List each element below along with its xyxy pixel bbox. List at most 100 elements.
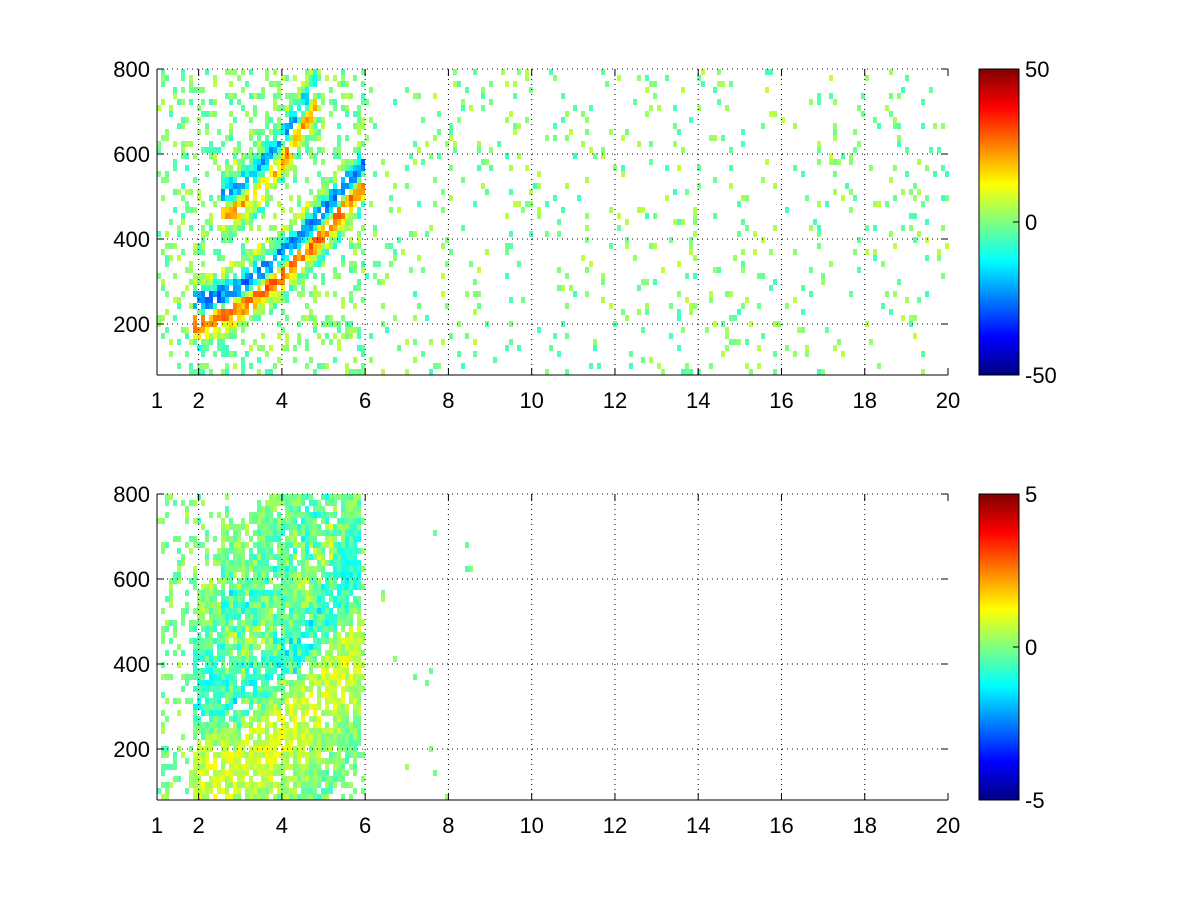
heatmap-cell — [201, 686, 205, 692]
heatmap-cell — [337, 710, 341, 716]
heatmap-cell — [253, 249, 257, 255]
heatmap-cell — [305, 75, 309, 81]
heatmap-cell — [201, 339, 205, 345]
heatmap-cell — [313, 255, 317, 261]
heatmap-cell — [333, 177, 337, 183]
heatmap-cell — [217, 195, 221, 201]
heatmap-cell — [209, 273, 213, 279]
heatmap-cell — [341, 195, 345, 201]
heatmap-cell — [457, 81, 461, 87]
heatmap-cell — [353, 213, 357, 219]
heatmap-cell — [349, 171, 353, 177]
heatmap-cell — [441, 291, 445, 297]
heatmap-cell — [225, 626, 229, 632]
heatmap-cell — [693, 219, 697, 225]
heatmap-cell — [313, 512, 317, 518]
heatmap-cell — [805, 345, 809, 351]
heatmap-cell — [305, 177, 309, 183]
heatmap-cell — [301, 315, 305, 321]
heatmap-cell — [741, 261, 745, 267]
heatmap-cell — [493, 357, 497, 363]
heatmap-cell — [213, 662, 217, 668]
heatmap-cell — [301, 752, 305, 758]
heatmap-cell — [361, 261, 365, 267]
heatmap-cell — [313, 626, 317, 632]
heatmap-cell — [217, 788, 221, 794]
heatmap-cell — [281, 327, 285, 333]
heatmap-cell — [161, 608, 165, 614]
heatmap-cell — [925, 255, 929, 261]
heatmap-cell — [225, 614, 229, 620]
heatmap-cell — [241, 309, 245, 315]
heatmap-cell — [189, 626, 193, 632]
heatmap-cell — [229, 740, 233, 746]
heatmap-cell — [249, 261, 253, 267]
heatmap-cell — [237, 728, 241, 734]
heatmap-cell — [257, 716, 261, 722]
heatmap-cell — [261, 794, 265, 800]
heatmap-cell — [205, 692, 209, 698]
heatmap-cell — [581, 111, 585, 117]
heatmap-cell — [261, 566, 265, 572]
heatmap-cell — [517, 123, 521, 129]
heatmap-cell — [257, 566, 261, 572]
heatmap-cell — [225, 267, 229, 273]
heatmap-cell — [345, 494, 349, 500]
heatmap-cell — [513, 81, 517, 87]
heatmap-cell — [349, 369, 353, 375]
heatmap-cell — [165, 255, 169, 261]
heatmap-cell — [209, 740, 213, 746]
heatmap-cell — [257, 554, 261, 560]
heatmap-cell — [257, 572, 261, 578]
heatmap-cell — [933, 171, 937, 177]
heatmap-cell — [241, 620, 245, 626]
heatmap-cell — [357, 117, 361, 123]
heatmap-cell — [313, 752, 317, 758]
heatmap-cell — [313, 135, 317, 141]
heatmap-cell — [289, 267, 293, 273]
heatmap-cell — [349, 644, 353, 650]
heatmap-cell — [261, 249, 265, 255]
heatmap-cell — [321, 728, 325, 734]
heatmap-cell — [337, 494, 341, 500]
heatmap-cell — [241, 297, 245, 303]
heatmap-cell — [281, 698, 285, 704]
heatmap-cell — [273, 93, 277, 99]
heatmap-cell — [281, 207, 285, 213]
heatmap-cell — [581, 255, 585, 261]
heatmap-cell — [253, 93, 257, 99]
heatmap-cell — [357, 530, 361, 536]
heatmap-cell — [317, 794, 321, 800]
heatmap-cell — [281, 776, 285, 782]
heatmap-cell — [285, 75, 289, 81]
heatmap-cell — [293, 566, 297, 572]
heatmap-cell — [301, 530, 305, 536]
heatmap-cell — [213, 752, 217, 758]
heatmap-cell — [329, 710, 333, 716]
heatmap-cell — [345, 524, 349, 530]
heatmap-cell — [217, 752, 221, 758]
heatmap-cell — [345, 728, 349, 734]
heatmap-cell — [245, 195, 249, 201]
heatmap-cell — [165, 698, 169, 704]
heatmap-cell — [289, 237, 293, 243]
heatmap-cell — [229, 758, 233, 764]
heatmap-cell — [281, 75, 285, 81]
heatmap-cell — [273, 758, 277, 764]
heatmap-cell — [281, 734, 285, 740]
heatmap-cell — [173, 764, 177, 770]
heatmap-cell — [241, 315, 245, 321]
heatmap-cell — [245, 650, 249, 656]
heatmap-cell — [249, 201, 253, 207]
heatmap-cell — [313, 321, 317, 327]
heatmap-cell — [441, 339, 445, 345]
heatmap-cell — [273, 584, 277, 590]
heatmap-cell — [205, 327, 209, 333]
heatmap-cell — [293, 728, 297, 734]
heatmap-cell — [265, 638, 269, 644]
heatmap-cell — [285, 536, 289, 542]
heatmap-cell — [297, 123, 301, 129]
heatmap-cell — [329, 189, 333, 195]
heatmap-cell — [353, 668, 357, 674]
heatmap-cell — [361, 93, 365, 99]
